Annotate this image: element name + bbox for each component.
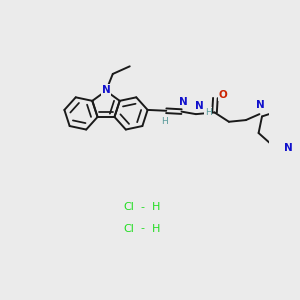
Text: N: N: [195, 101, 203, 111]
Text: H: H: [205, 108, 211, 117]
Text: O: O: [219, 90, 227, 100]
Text: N: N: [179, 98, 188, 107]
Text: H: H: [152, 202, 160, 212]
Text: N: N: [284, 143, 293, 153]
Text: -: -: [140, 224, 144, 233]
Text: -: -: [140, 202, 144, 212]
Text: H: H: [161, 117, 168, 126]
Text: Cl: Cl: [123, 202, 134, 212]
Text: H: H: [152, 224, 160, 233]
Text: N: N: [102, 85, 110, 95]
Text: N: N: [256, 100, 265, 110]
Text: Cl: Cl: [123, 224, 134, 233]
